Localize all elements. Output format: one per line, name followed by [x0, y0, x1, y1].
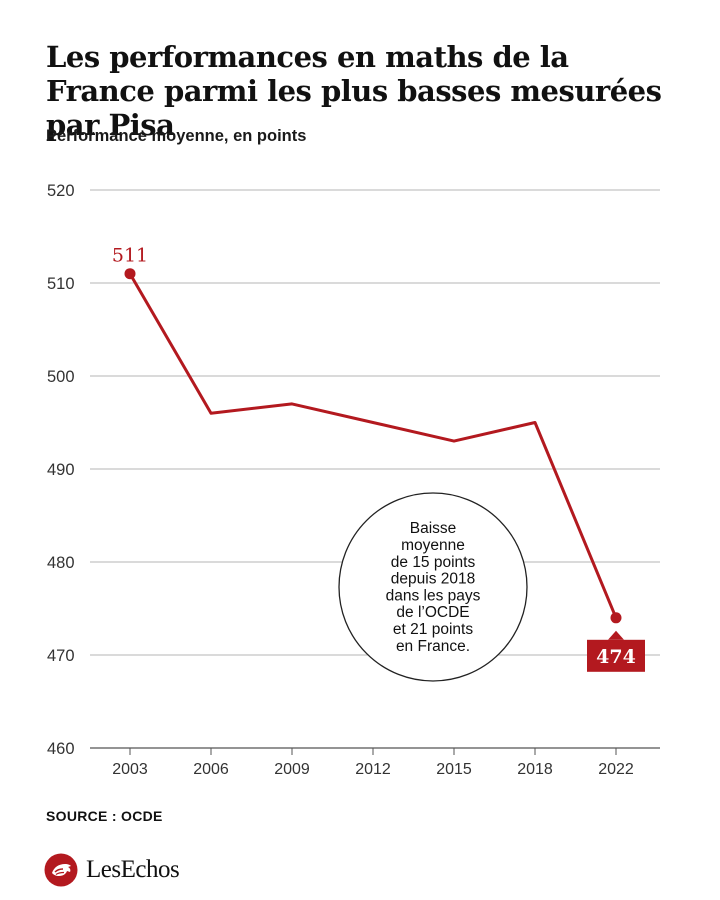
x-tick-label: 2022: [598, 761, 634, 778]
y-tick-label: 510: [47, 275, 75, 293]
x-tick-label: 2015: [436, 761, 472, 778]
annotation-line: de 15 points: [391, 554, 476, 571]
data-point-2003: [124, 268, 136, 280]
chart-title: Les performances en maths de la France p…: [46, 40, 662, 142]
data-label-2022: 474: [596, 646, 636, 668]
x-tick-label: 2012: [355, 761, 391, 778]
line-layer: [124, 268, 622, 624]
x-tick-label: 2003: [112, 761, 148, 778]
annotation-line: en France.: [396, 638, 470, 655]
x-tick-label: 2006: [193, 761, 229, 778]
source-note: SOURCE : OCDE: [46, 808, 163, 824]
annotation-line: de l’OCDE: [396, 604, 469, 621]
data-label-2022-pointer: [608, 630, 624, 640]
y-tick-label: 470: [47, 647, 75, 665]
y-tick-label: 520: [47, 182, 75, 200]
data-label-layer: 511 474: [112, 245, 645, 672]
annotation-line: et 21 points: [393, 621, 473, 638]
x-tick-label: 2018: [517, 761, 553, 778]
annotation-line: Baisse: [410, 520, 457, 537]
series-line-france: [128, 272, 618, 620]
annotation-bubble: [338, 492, 528, 682]
data-point-2022: [610, 612, 622, 624]
les-echos-logo-icon: [44, 853, 78, 887]
brand-logo: LesEchos: [44, 852, 180, 888]
y-tick-label: 500: [47, 368, 75, 386]
y-tick-label: 480: [47, 554, 75, 572]
y-tick-label: 460: [47, 740, 75, 758]
annotation-line: moyenne: [401, 537, 465, 554]
annotation-line: depuis 2018: [391, 571, 475, 588]
logo-wordmark: LesEchos: [86, 856, 180, 883]
data-label-2022-badge: [587, 639, 645, 672]
axis-layer: 460 470 480 490 500 510 520 2003 2006 2009 2012 201…: [47, 182, 634, 778]
y-tick-label: 490: [47, 461, 75, 479]
chart-subtitle: Performance moyenne, en points: [46, 127, 307, 145]
line-chart: 460 470 480 490 500 510 520 2003 2006 2009 2012 201…: [47, 182, 660, 778]
grid-layer: [90, 189, 660, 749]
annotation-line: dans les pays: [386, 587, 481, 604]
x-tick-label: 2009: [274, 761, 310, 778]
data-label-2003: 511: [112, 245, 148, 267]
